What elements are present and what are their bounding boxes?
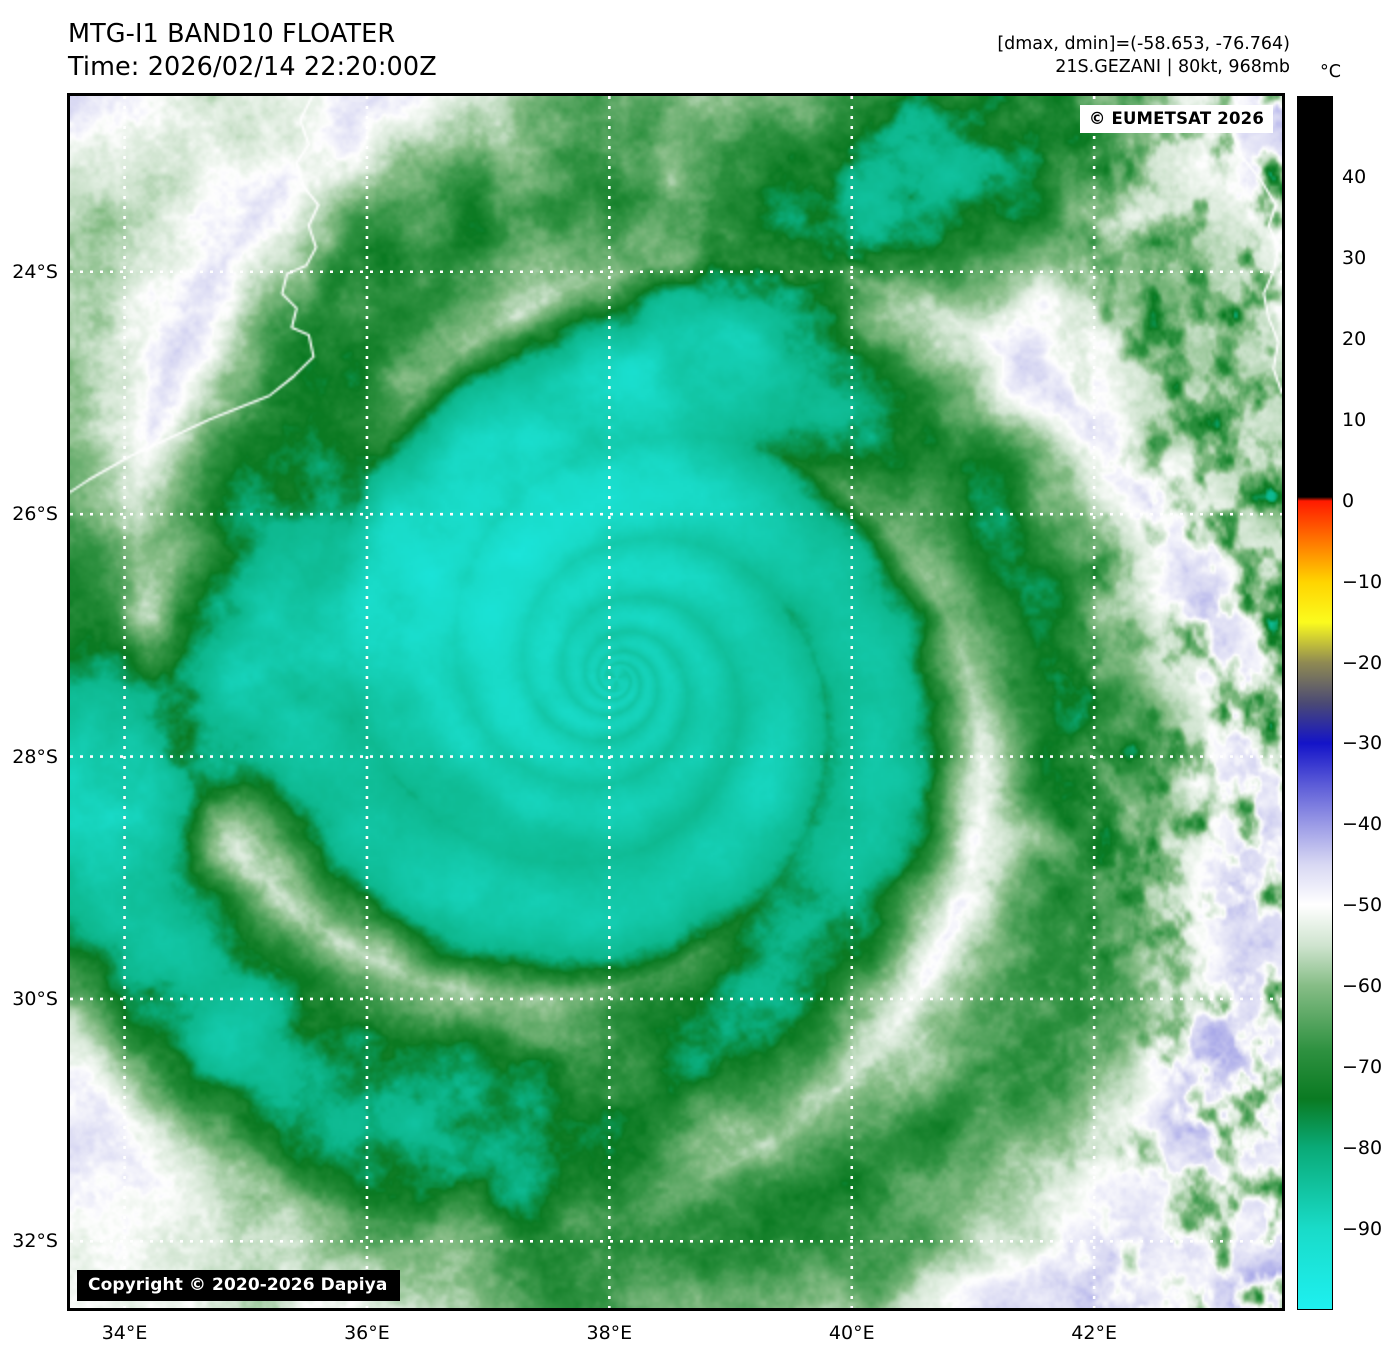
colorbar-gradient <box>1297 96 1333 1310</box>
colorbar[interactable] <box>1297 96 1333 1310</box>
colorbar-tick-label: 10 <box>1342 408 1367 431</box>
colorbar-tick-label: −90 <box>1342 1218 1383 1241</box>
longitude-axis: 34°E 36°E 38°E 40°E 42°E <box>0 1322 1388 1352</box>
latitude-tick-label: 28°S <box>12 745 58 768</box>
colorbar-tick-label: −40 <box>1342 813 1383 836</box>
longitude-tick-label: 36°E <box>344 1322 390 1344</box>
satellite-image-plot[interactable]: © EUMETSAT 2026 Copyright © 2020-2026 Da… <box>67 93 1285 1311</box>
colorbar-tick-label: 0 <box>1342 489 1355 512</box>
latitude-tick-label: 24°S <box>12 260 58 283</box>
eumetsat-copyright-badge: © EUMETSAT 2026 <box>1079 105 1273 133</box>
colorbar-tick-label: −10 <box>1342 570 1383 593</box>
timestamp-label: Time: 2026/02/14 22:20:00Z <box>68 52 437 83</box>
colorbar-tick-label: −60 <box>1342 975 1383 998</box>
data-range-label: [dmax, dmin]=(-58.653, -76.764) <box>997 34 1290 54</box>
colorbar-tick-label: −50 <box>1342 894 1383 917</box>
colorbar-tick-label: 30 <box>1342 246 1367 269</box>
storm-info-label: 21S.GEZANI | 80kt, 968mb <box>1055 56 1290 77</box>
latitude-axis: 24°S 26°S 28°S 30°S 32°S <box>0 0 58 1359</box>
longitude-tick-label: 40°E <box>828 1322 875 1344</box>
latitude-tick-label: 32°S <box>12 1230 58 1253</box>
colorbar-tick-label: −70 <box>1342 1056 1383 1079</box>
colorbar-tick-label: 20 <box>1342 327 1367 350</box>
colorbar-tick-label: −80 <box>1342 1137 1383 1160</box>
longitude-tick-label: 38°E <box>586 1322 633 1344</box>
infrared-satellite-imagery <box>70 96 1282 1308</box>
longitude-tick-label: 34°E <box>101 1322 148 1344</box>
page-title: MTG-I1 BAND10 FLOATER <box>68 19 396 49</box>
longitude-tick-label: 42°E <box>1071 1322 1117 1344</box>
title-block: MTG-I1 BAND10 FLOATER Time: 2026/02/14 2… <box>68 18 437 84</box>
colorbar-tick-label: −20 <box>1342 651 1383 674</box>
latitude-tick-label: 30°S <box>12 987 58 1010</box>
colorbar-tick-label: −30 <box>1342 732 1383 755</box>
dapiya-copyright-badge: Copyright © 2020-2026 Dapiya <box>77 1270 401 1301</box>
metadata-block: [dmax, dmin]=(-58.653, -76.764) 21S.GEZA… <box>997 33 1290 79</box>
colorbar-unit-label: °C <box>1320 62 1341 82</box>
latitude-tick-label: 26°S <box>12 503 58 526</box>
latlon-gridlines <box>70 96 1282 1308</box>
colorbar-tick-label: 40 <box>1342 165 1367 188</box>
